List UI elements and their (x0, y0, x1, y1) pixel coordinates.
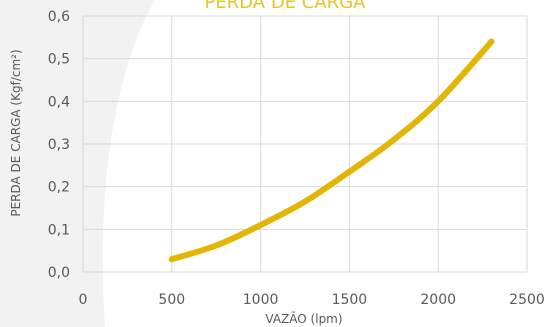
x-tick-label: 1000 (243, 292, 279, 308)
x-tick-label: 2000 (420, 292, 456, 308)
y-axis-label: PERDA DE CARGA (Kgf/cm²) (9, 49, 23, 216)
x-tick-label: 1500 (332, 292, 368, 308)
y-tick-label: 0,5 (48, 52, 70, 68)
data-point (168, 256, 175, 263)
data-point (257, 222, 264, 229)
y-tick-label: 0,4 (48, 94, 70, 110)
y-tick-label: 0,6 (48, 9, 70, 25)
data-point (390, 136, 397, 143)
y-tick-labels: 0,0 0,1 0,2 0,3 0,4 0,5 0,6 (48, 9, 70, 281)
grid-lines (82, 15, 528, 273)
series-line (168, 38, 495, 263)
x-tick-label: 500 (158, 292, 185, 308)
data-point (302, 198, 308, 205)
series-layer (168, 38, 495, 263)
x-tick-label: 2500 (509, 292, 545, 308)
y-tick-label: 0,3 (48, 137, 70, 153)
background-shape (0, 0, 155, 327)
y-tick-label: 0,1 (48, 222, 70, 238)
x-tick-labels: 0 500 1000 1500 2000 2500 (79, 292, 545, 308)
data-point (346, 168, 353, 175)
x-tick-label: 0 (79, 292, 88, 308)
y-tick-label: 0,0 (48, 265, 70, 281)
data-point (435, 98, 442, 105)
x-axis-label: VAZÃO (lpm) (265, 311, 342, 326)
data-point (488, 38, 495, 45)
data-point (213, 242, 220, 249)
chart-title: PERDA DE CARGA (205, 0, 367, 13)
y-tick-label: 0,2 (48, 180, 70, 196)
